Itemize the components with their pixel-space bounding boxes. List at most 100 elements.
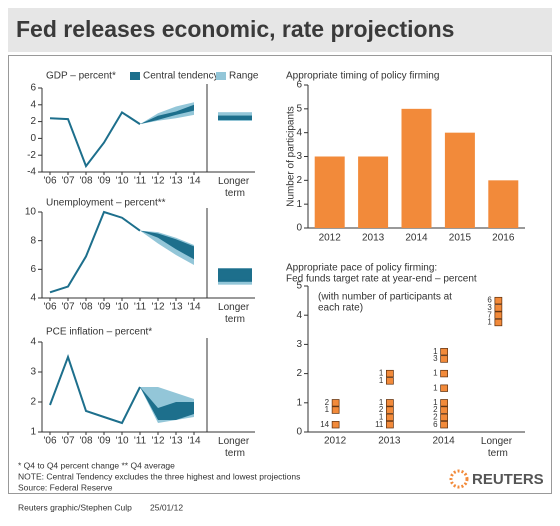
- y-tick-label: 6: [296, 80, 302, 91]
- x-tick-label: '09: [97, 436, 110, 447]
- participant-count: 1: [433, 398, 438, 407]
- rate-box: [440, 413, 448, 422]
- participant-count: 6: [433, 420, 438, 429]
- bar: [488, 180, 519, 228]
- y-axis-label: Number of participants: [286, 106, 297, 207]
- y-tick-label: -2: [27, 150, 36, 161]
- y-tick-label: 2: [30, 397, 36, 408]
- y-tick-label: 2: [296, 175, 302, 186]
- y-tick-label: 1: [296, 199, 302, 210]
- x-tick-label: '10: [115, 436, 128, 447]
- x-tick-label: Longer term: [481, 436, 515, 459]
- rate-box: [440, 355, 448, 363]
- y-tick-label: 4: [30, 293, 36, 304]
- y-tick-label: 4: [296, 310, 302, 321]
- x-tick-label: '10: [115, 176, 128, 187]
- x-tick-label: 2014: [433, 436, 456, 447]
- y-tick-label: 3: [296, 151, 302, 162]
- x-tick-label: '13: [169, 302, 182, 313]
- participant-count: 3: [487, 303, 492, 312]
- legend-swatch: [216, 72, 226, 80]
- x-tick-label: '14: [187, 176, 200, 187]
- rate-box: [386, 377, 394, 385]
- participant-count: 7: [487, 310, 492, 319]
- x-tick-label: '12: [151, 436, 164, 447]
- rate-box: [440, 421, 448, 429]
- central-tendency-band: [140, 104, 194, 125]
- rate-box: [440, 384, 448, 392]
- rate-box: [494, 304, 503, 312]
- y-tick-label: 4: [30, 337, 36, 348]
- chart-title: Appropriate pace of policy firming:: [286, 263, 437, 274]
- x-tick-label: '07: [61, 302, 74, 313]
- x-tick-label: Longer term: [218, 176, 252, 199]
- y-tick-label: 6: [30, 264, 36, 275]
- chart-title: GDP – percent*: [46, 71, 116, 82]
- x-tick-label: 2014: [405, 233, 428, 244]
- rate-box: [386, 406, 394, 414]
- range-band: [140, 230, 194, 266]
- central-tendency-longer-term: [218, 268, 252, 282]
- bar: [401, 108, 432, 228]
- y-tick-label: 4: [296, 127, 302, 138]
- y-tick-label: 0: [296, 427, 302, 438]
- x-tick-label: '09: [97, 176, 110, 187]
- rate-box: [440, 406, 448, 414]
- x-tick-label: '13: [169, 176, 182, 187]
- x-tick-label: 2013: [362, 233, 385, 244]
- x-tick-label: '08: [79, 436, 92, 447]
- y-tick-label: 3: [296, 339, 302, 350]
- chart-title: PCE inflation – percent*: [46, 327, 152, 338]
- central-tendency-band: [140, 387, 194, 420]
- x-tick-label: '14: [187, 436, 200, 447]
- actual-line: [49, 210, 141, 294]
- footnote: NOTE: Central Tendency excludes the thre…: [18, 471, 300, 481]
- x-tick-label: '09: [97, 302, 110, 313]
- x-tick-label: 2013: [378, 436, 401, 447]
- participant-count: 1: [487, 318, 492, 327]
- credit: Reuters graphic/Stephen Culp: [18, 502, 132, 512]
- rate-box: [386, 369, 394, 378]
- legend-label: Central tendency: [143, 71, 219, 82]
- rate-box: [386, 413, 394, 422]
- y-tick-label: 4: [30, 99, 36, 110]
- chart-title: Unemployment – percent**: [46, 198, 166, 209]
- chart-title: Fed funds target rate at year-end – perc…: [286, 274, 477, 285]
- participant-count: 14: [320, 420, 329, 429]
- y-tick-label: 1: [296, 397, 302, 408]
- rate-box: [494, 311, 503, 319]
- participant-count: 1: [325, 405, 330, 414]
- x-tick-label: '13: [169, 436, 182, 447]
- footnote: Source: Federal Reserve: [18, 482, 113, 492]
- rate-box: [331, 399, 340, 407]
- participant-count: 2: [379, 405, 384, 414]
- frame: [8, 55, 552, 494]
- annotation: (with number of participants at: [318, 292, 452, 303]
- rate-box: [386, 399, 394, 407]
- bar: [358, 156, 389, 228]
- brand-logo: [449, 469, 469, 489]
- y-tick-label: 10: [25, 207, 37, 218]
- x-tick-label: '06: [43, 302, 56, 313]
- participant-count: 1: [379, 398, 384, 407]
- brand: REUTERS: [472, 471, 544, 488]
- y-tick-label: 0: [30, 133, 36, 144]
- x-tick-label: Longer term: [218, 302, 252, 325]
- x-tick-label: '07: [61, 436, 74, 447]
- central-tendency-band: [140, 230, 194, 260]
- y-tick-label: 8: [30, 235, 36, 246]
- rate-box: [331, 421, 340, 429]
- rate-box: [494, 318, 503, 327]
- annotation: each rate): [318, 303, 363, 314]
- actual-line: [49, 110, 141, 169]
- rate-box: [440, 369, 448, 378]
- rate-box: [386, 421, 394, 429]
- header-band: [8, 8, 552, 52]
- participant-count: 2: [325, 398, 330, 407]
- x-tick-label: '08: [79, 176, 92, 187]
- x-tick-label: '08: [79, 302, 92, 313]
- participant-count: 2: [433, 413, 438, 422]
- participant-count: 1: [379, 413, 384, 422]
